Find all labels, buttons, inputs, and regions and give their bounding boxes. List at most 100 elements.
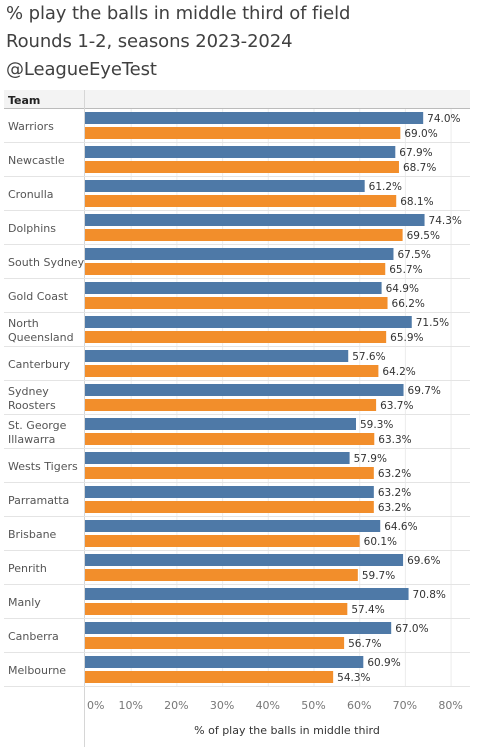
bar-value-label: 67.0% [395,623,428,635]
bar-value-label: 54.3% [337,672,370,684]
bar-2024 [85,331,387,343]
team-label: Cronulla [8,188,54,201]
x-tick-label: 40% [256,699,280,712]
bar-value-label: 57.6% [352,351,385,363]
team-label: Wests Tigers [8,460,78,473]
bar-2023 [85,452,350,464]
team-label: Queensland [8,331,74,344]
bar-value-label: 59.7% [362,570,395,582]
bar-2023 [85,350,349,362]
x-tick-label: 80% [438,699,462,712]
team-label: Melbourne [8,664,66,677]
bar-2023 [85,248,394,260]
bar-value-label: 65.9% [390,332,423,344]
bar-2024 [85,127,401,139]
bar-2023 [85,656,364,668]
bar-value-label: 64.6% [384,521,417,533]
bar-2024 [85,433,375,445]
bar-value-label: 67.9% [399,147,432,159]
bar-2024 [85,569,358,581]
bar-2023 [85,146,396,158]
bar-value-label: 69.6% [407,555,440,567]
bar-2023 [85,180,365,192]
bar-value-label: 70.8% [413,589,446,601]
bar-value-label: 74.0% [427,113,460,125]
x-tick-label: 50% [301,699,325,712]
bar-value-label: 60.9% [367,657,400,669]
header-band [4,90,470,109]
bar-2023 [85,622,392,634]
bar-value-label: 63.7% [380,400,413,412]
bar-value-label: 57.9% [354,453,387,465]
bar-2024 [85,467,374,479]
team-label: South Sydney [8,256,85,269]
bar-2023 [85,418,357,430]
bar-2024 [85,603,348,615]
chart-credit: @LeagueEyeTest [6,59,157,80]
bar-value-label: 66.2% [392,298,425,310]
bar-2024 [85,365,379,377]
team-label: Warriors [8,120,54,133]
bar-2024 [85,637,345,649]
bar-value-label: 65.7% [389,264,422,276]
chart-title: % play the balls in middle third of fiel… [6,3,351,24]
bar-2023 [85,214,425,226]
bar-value-label: 59.3% [360,419,393,431]
team-label: St. George [8,419,67,432]
bar-value-label: 63.3% [378,434,411,446]
bar-value-label: 60.1% [364,536,397,548]
bar-2024 [85,671,334,683]
bar-2023 [85,112,424,124]
x-tick-label: 20% [164,699,188,712]
team-label: Sydney [8,385,49,398]
bar-2024 [85,535,360,547]
bar-2024 [85,501,374,513]
bar-2024 [85,229,403,241]
bar-value-label: 63.2% [378,502,411,514]
bar-value-label: 71.5% [416,317,449,329]
bar-value-label: 64.9% [386,283,419,295]
team-label: Canberra [8,630,59,643]
bar-2024 [85,399,377,411]
team-label: Parramatta [8,494,69,507]
bar-2023 [85,384,404,396]
bar-2023 [85,282,382,294]
bar-2023 [85,316,412,328]
team-label: Newcastle [8,154,65,167]
team-label: North [8,317,39,330]
bar-value-label: 61.2% [369,181,402,193]
bar-2023 [85,588,409,600]
x-axis-title: % of play the balls in middle third [194,724,380,737]
x-tick-label: 60% [347,699,371,712]
bar-value-label: 56.7% [348,638,381,650]
x-tick-label: 30% [210,699,234,712]
team-label: Roosters [8,399,56,412]
bar-value-label: 64.2% [382,366,415,378]
bar-value-label: 67.5% [397,249,430,261]
bar-value-label: 68.1% [400,196,433,208]
x-tick-label: 10% [118,699,142,712]
x-tick-label: 0% [87,699,104,712]
bar-value-label: 69.7% [408,385,441,397]
bar-value-label: 63.2% [378,487,411,499]
team-label: Manly [8,596,41,609]
team-label: Canterbury [8,358,70,371]
team-label: Gold Coast [8,290,69,303]
team-label: Penrith [8,562,47,575]
bar-value-label: 63.2% [378,468,411,480]
bar-value-label: 69.0% [404,128,437,140]
bar-2024 [85,263,386,275]
team-label: Dolphins [8,222,56,235]
bar-value-label: 57.4% [351,604,384,616]
team-label: Illawarra [8,433,55,446]
bar-value-label: 69.5% [407,230,440,242]
bar-2023 [85,554,404,566]
bar-2024 [85,297,388,309]
row-header-label: Team [8,94,40,107]
x-tick-label: 70% [393,699,417,712]
bar-2024 [85,195,397,207]
bar-2023 [85,486,374,498]
bar-value-label: 74.3% [429,215,462,227]
bar-2023 [85,520,381,532]
